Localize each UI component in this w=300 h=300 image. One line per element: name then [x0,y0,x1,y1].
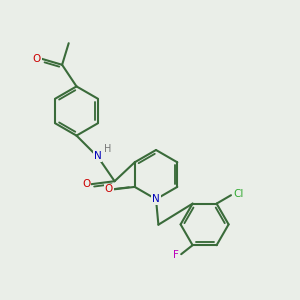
Text: O: O [82,179,91,189]
Text: N: N [152,194,160,204]
Text: Cl: Cl [233,189,243,199]
Text: O: O [105,184,113,194]
Text: H: H [104,144,111,154]
Text: O: O [33,54,41,64]
Text: F: F [173,250,179,260]
Text: N: N [94,151,101,161]
